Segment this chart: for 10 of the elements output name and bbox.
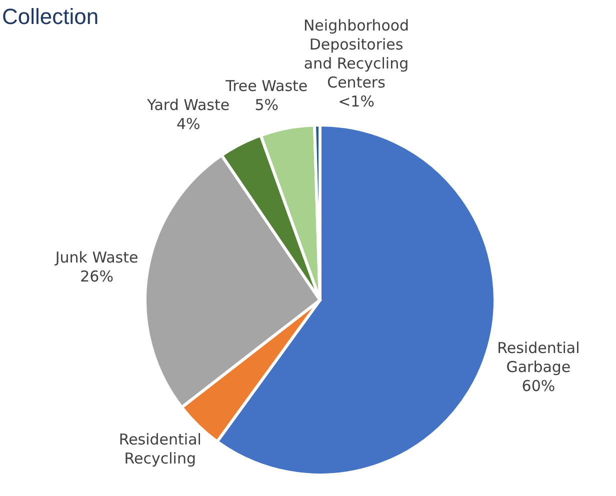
data-label: 4% <box>176 114 200 133</box>
data-label: 60% <box>522 376 556 395</box>
slice-label: Junk Waste <box>54 248 138 267</box>
data-label: <1% <box>338 92 374 110</box>
slice-label: Residential Garbage <box>497 338 580 376</box>
data-label: 5% <box>254 96 279 114</box>
chart-title: Collection <box>2 4 99 29</box>
slice-label: Residential Recycling <box>118 430 202 468</box>
data-label: 26% <box>80 268 114 286</box>
slice-label: Yard Waste <box>146 96 230 114</box>
